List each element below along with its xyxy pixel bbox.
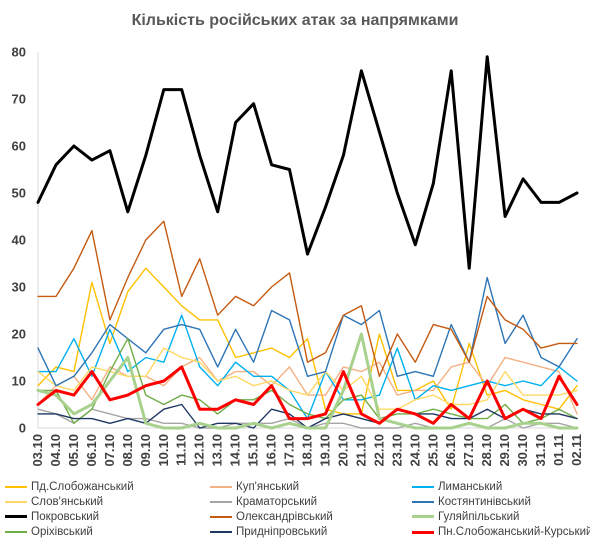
x-tick-label: 03.10	[30, 434, 45, 467]
legend-swatch	[412, 485, 434, 488]
legend-swatch	[210, 500, 232, 503]
series-line-9	[36, 332, 579, 430]
x-tick-label: 14.10	[228, 434, 243, 467]
x-tick-label: 25.10	[425, 434, 440, 467]
series-line-10	[37, 338, 578, 424]
legend-label: Пд.Слобожанський	[31, 480, 134, 493]
x-tick-label: 15.10	[246, 434, 261, 467]
x-tick-label: 24.10	[407, 434, 422, 467]
legend-item: Краматорський	[210, 494, 317, 509]
legend-label: Гуляйпільський	[438, 510, 520, 523]
series-line-7	[36, 55, 579, 270]
line-chart: 0 10 20 30 40 50 60 70 80 03.10 04.10 05.10 06.10 07.…	[12, 45, 584, 467]
y-tick-label: 70	[12, 92, 26, 107]
legend-item: Олександрівський	[210, 509, 333, 524]
legend-item: Лиманський	[412, 479, 502, 494]
x-tick-label: 29.10	[497, 434, 512, 467]
legend-label: Костянтинівський	[438, 495, 531, 508]
chart-title: Кількість російських атак за напрямками	[131, 12, 459, 29]
legend-label: Куп'янський	[236, 480, 300, 493]
x-tick-label: 04.10	[48, 434, 63, 467]
legend-swatch	[412, 530, 434, 534]
legend-swatch	[210, 515, 232, 518]
series-line-12	[36, 365, 579, 425]
x-tick-label: 05.10	[66, 434, 81, 467]
x-tick-label: 07.10	[102, 434, 117, 467]
y-tick-label: 40	[12, 233, 26, 248]
x-tick-label: 16.10	[264, 434, 279, 467]
legend-swatch	[210, 485, 232, 488]
legend-swatch	[5, 531, 27, 534]
legend-label: Краматорський	[236, 495, 318, 508]
x-tick-label: 17.10	[282, 434, 297, 467]
x-tick-label: 09.10	[138, 434, 153, 467]
legend-swatch	[412, 515, 434, 519]
x-tick-label: 12.10	[192, 434, 207, 467]
chart-legend: Пд.Слобожанський Куп'янський Лиманський Сло…	[0, 478, 590, 540]
legend-swatch	[412, 500, 434, 503]
x-tick-label: 20.10	[335, 434, 350, 467]
y-tick-label: 0	[19, 421, 26, 436]
legend-label: Олександрівський	[236, 510, 333, 523]
legend-label: Лиманський	[438, 480, 503, 493]
x-tick-label: 18.10	[300, 434, 315, 467]
legend-item: Оріхівський	[5, 525, 93, 540]
y-tick-label: 20	[12, 327, 26, 342]
legend-item: Пн.Слобожанський-Курський	[412, 525, 590, 540]
legend-swatch	[210, 531, 232, 534]
legend-label: Слов'янський	[31, 495, 104, 508]
legend-item: Покровський	[5, 509, 99, 524]
legend-item: Гуляйпільський	[412, 509, 519, 524]
x-tick-label: 06.10	[84, 434, 99, 467]
legend-swatch	[5, 485, 27, 488]
y-tick-label: 80	[12, 45, 26, 60]
x-tick-label: 31.10	[533, 434, 548, 467]
y-tick-label: 60	[12, 139, 26, 154]
y-tick-label: 50	[12, 186, 26, 201]
x-tick-label: 26.10	[443, 434, 458, 467]
x-tick-label: 01.11	[551, 434, 566, 466]
legend-label: Оріхівський	[31, 526, 93, 539]
legend-swatch	[5, 500, 27, 503]
legend-label: Пн.Слобожанський-Курський	[438, 526, 590, 539]
x-tick-label: 23.10	[389, 434, 404, 467]
legend-item: Слов'янський	[5, 494, 103, 509]
x-tick-label: 10.10	[156, 434, 171, 467]
x-tick-label: 21.10	[353, 434, 368, 467]
legend-label: Придніпровський	[236, 526, 328, 539]
legend-item: Куп'янський	[210, 479, 299, 494]
series-line-4	[37, 347, 578, 410]
series-line-1	[37, 267, 578, 415]
y-tick-label: 30	[12, 280, 26, 295]
x-tick-label: 22.10	[371, 434, 386, 467]
legend-swatch	[5, 515, 27, 519]
y-tick-label: 10	[12, 374, 26, 389]
x-tick-label: 11.10	[174, 434, 189, 466]
x-tick-label: 02.11	[569, 434, 584, 466]
legend-item: Придніпровський	[210, 525, 327, 540]
x-tick-label: 08.10	[120, 434, 135, 467]
legend-item: Пд.Слобожанський	[5, 479, 134, 494]
x-tick-label: 13.10	[210, 434, 225, 467]
x-tick-label: 19.10	[317, 434, 332, 467]
x-tick-label: 28.10	[479, 434, 494, 467]
legend-label: Покровський	[31, 510, 100, 523]
x-tick-label: 30.10	[515, 434, 530, 467]
x-tick-label: 27.10	[461, 434, 476, 467]
legend-item: Костянтинівський	[412, 494, 531, 509]
series-line-8	[37, 220, 578, 377]
